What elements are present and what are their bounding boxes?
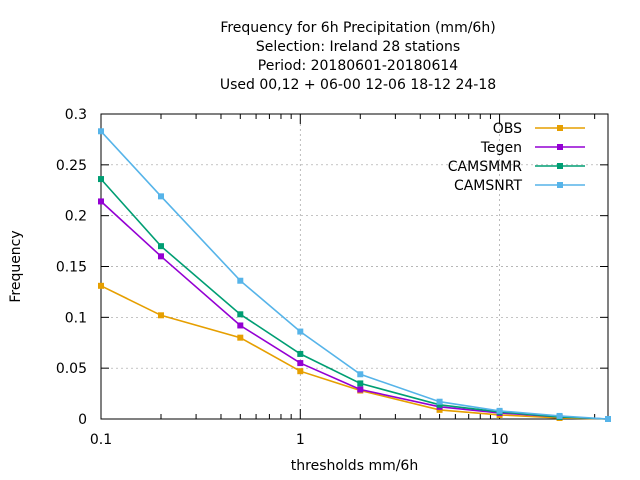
data-point-tegen xyxy=(297,360,304,367)
data-point-obs xyxy=(98,282,104,289)
x-axis-label: thresholds mm/6h xyxy=(291,458,418,474)
title-line: Used 00,12 + 06-00 12-06 18-12 24-18 xyxy=(220,77,496,93)
data-point-camsmmr xyxy=(357,380,364,387)
title-line: Frequency for 6h Precipitation (mm/6h) xyxy=(220,20,495,36)
series-line-obs xyxy=(100,285,609,420)
axis-ticks: 0 0.05 0.1 0.15 0.2 0.25 0.3 0.1 1 10 xyxy=(56,107,608,448)
legend-marker-camsnrt xyxy=(557,182,563,188)
series-line-camsnrt xyxy=(100,130,609,420)
data-point-obs xyxy=(157,312,164,319)
plot-frame xyxy=(100,113,609,420)
legend-marker-camsmmr xyxy=(557,163,563,169)
data-point-tegen xyxy=(157,253,164,260)
data-point-camsmmr xyxy=(157,243,164,250)
data-point-tegen xyxy=(237,322,244,329)
series-line-camsmmr xyxy=(100,178,609,420)
x-tick-label: 10 xyxy=(491,432,509,448)
legend-label-camsnrt: CAMSNRT xyxy=(454,178,523,194)
y-tick-label: 0.25 xyxy=(56,158,87,174)
y-tick-label: 0.15 xyxy=(56,260,87,276)
data-point-tegen xyxy=(357,386,364,393)
data-point-camsmmr xyxy=(297,350,304,357)
data-point-obs xyxy=(436,406,443,413)
data-point-camsnrt xyxy=(237,277,244,284)
series-line-tegen xyxy=(100,200,609,420)
data-point-camsnrt xyxy=(556,412,563,419)
title-line: Selection: Ireland 28 stations xyxy=(256,39,460,55)
data-point-camsnrt xyxy=(436,398,443,405)
data-point-camsnrt xyxy=(357,371,364,378)
legend-label-obs: OBS xyxy=(493,121,522,137)
chart-title: Frequency for 6h Precipitation (mm/6h) Se… xyxy=(220,20,496,93)
legend: OBS Tegen CAMSMMR CAMSNRT xyxy=(448,121,585,194)
y-tick-label: 0.2 xyxy=(65,209,87,225)
title-line: Period: 20180601-20180614 xyxy=(258,58,458,74)
legend-marker-tegen xyxy=(557,144,563,150)
data-point-camsnrt xyxy=(297,328,304,335)
data-point-camsmmr xyxy=(237,311,244,318)
data-point-camsmmr xyxy=(98,176,104,183)
legend-marker-obs xyxy=(557,125,563,131)
series-group xyxy=(98,128,611,422)
data-point-camsnrt xyxy=(496,407,503,414)
y-tick-label: 0 xyxy=(78,412,87,428)
y-axis-label: Frequency xyxy=(8,230,24,302)
y-tick-label: 0.3 xyxy=(65,107,87,123)
y-tick-label: 0.05 xyxy=(56,361,87,377)
data-point-obs xyxy=(237,334,244,341)
x-tick-label: 0.1 xyxy=(90,432,112,448)
grid xyxy=(101,114,608,419)
legend-label-camsmmr: CAMSMMR xyxy=(448,159,522,175)
legend-label-tegen: Tegen xyxy=(480,140,522,156)
data-point-tegen xyxy=(98,198,104,205)
data-point-camsnrt xyxy=(605,416,611,422)
data-point-camsmmr xyxy=(436,401,443,408)
data-point-obs xyxy=(297,368,304,375)
x-tick-label: 1 xyxy=(296,432,305,448)
data-point-camsnrt xyxy=(98,128,104,135)
data-point-camsnrt xyxy=(157,193,164,200)
y-tick-label: 0.1 xyxy=(65,310,87,326)
